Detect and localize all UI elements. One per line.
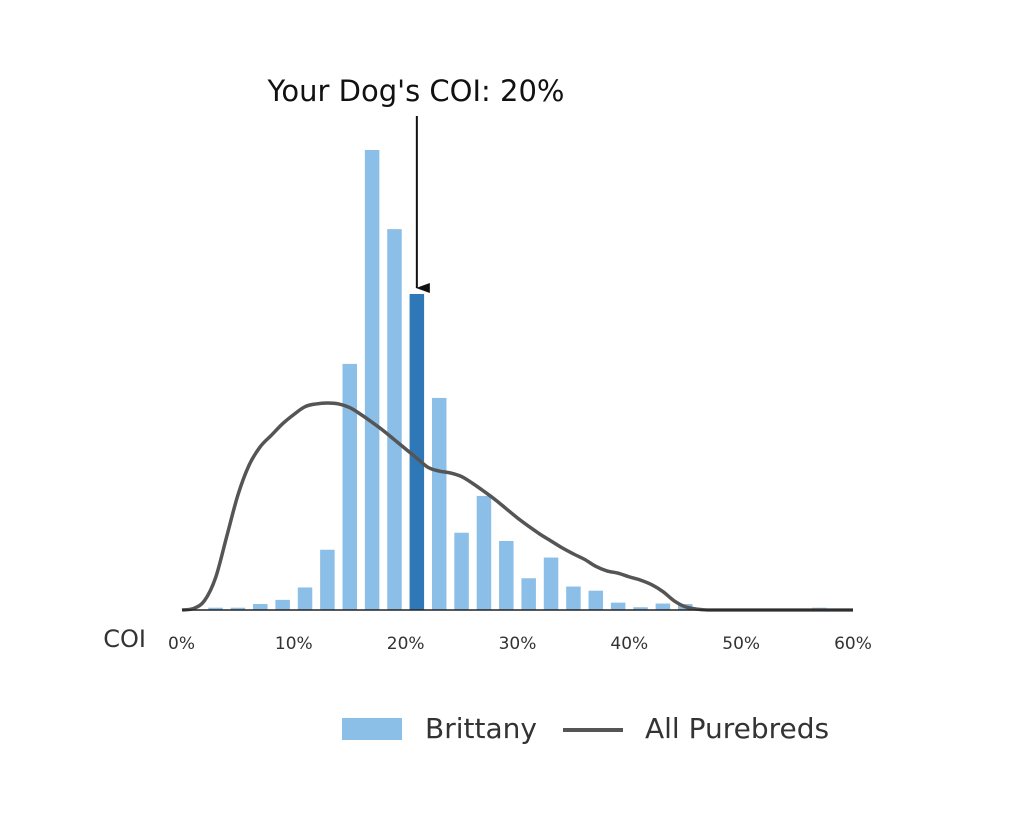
- bar: [230, 607, 246, 610]
- bar: [610, 602, 626, 610]
- x-tick-label: 40%: [610, 634, 648, 654]
- x-tick-label: 20%: [387, 634, 425, 654]
- bar: [566, 586, 581, 610]
- x-tick-labels: 0% 10% 20% 30% 40% 50% 60%: [168, 634, 872, 654]
- bar: [364, 150, 380, 610]
- x-tick-label: 60%: [834, 634, 872, 654]
- bar: [499, 541, 514, 610]
- all-purebreds-line: [181, 401, 853, 612]
- bar: [208, 607, 223, 610]
- bar: [297, 587, 313, 610]
- legend-label-brittany: Brittany: [425, 712, 537, 745]
- legend-label-all-purebreds: All Purebreds: [645, 712, 829, 745]
- bar: [633, 607, 648, 610]
- bar: [431, 397, 447, 610]
- x-tick-label: 50%: [722, 634, 760, 654]
- brittany-bars: [208, 150, 827, 610]
- bar: [543, 557, 559, 610]
- x-tick-label: 0%: [168, 634, 195, 654]
- bar: [588, 590, 604, 610]
- bar: [521, 578, 536, 610]
- annotation-text: Your Dog's COI: 20%: [267, 74, 565, 108]
- legend-swatch-brittany: [342, 718, 402, 740]
- bar: [387, 229, 402, 610]
- all-purebreds-line-group: [181, 401, 853, 612]
- bar: [275, 599, 290, 610]
- x-axis-label: COI: [103, 625, 146, 653]
- legend: Brittany All Purebreds: [342, 712, 829, 745]
- bar: [342, 363, 357, 610]
- bar: [454, 532, 469, 610]
- x-tick-label: 10%: [275, 634, 313, 654]
- bar: [253, 604, 268, 610]
- bar: [655, 603, 671, 610]
- bar: [476, 495, 492, 610]
- bar-highlighted: [409, 293, 425, 610]
- bar: [320, 549, 335, 610]
- x-tick-label: 30%: [499, 634, 537, 654]
